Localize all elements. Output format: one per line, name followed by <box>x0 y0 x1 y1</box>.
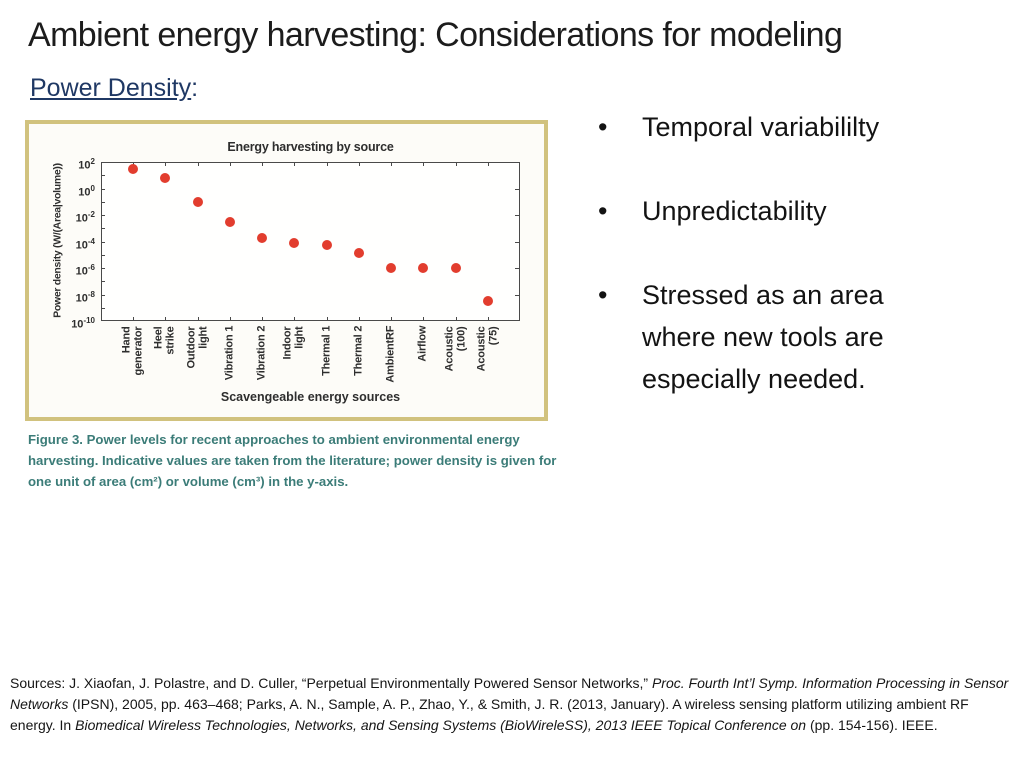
source-citation: (pp. 154-156). IEEE. <box>806 717 938 733</box>
y-axis-tick-label: 102 <box>78 157 95 172</box>
bullet-item: • Temporal variabililty <box>598 106 970 148</box>
y-axis-tick <box>101 228 105 230</box>
x-category-label: Thermal 1 <box>319 326 332 377</box>
figure-caption: Figure 3. Power levels for recent approa… <box>28 432 557 489</box>
data-point <box>386 263 397 273</box>
bullet-item: • Stressed as an area where new tools ar… <box>598 274 970 400</box>
data-point <box>482 296 493 307</box>
figure-canvas: Energy harvesting by source Power densit… <box>25 120 548 421</box>
x-axis-tick <box>391 317 393 321</box>
y-axis-tick <box>515 188 520 190</box>
x-axis-tick <box>197 317 199 321</box>
y-axis-tick <box>515 241 520 243</box>
y-axis-tick <box>101 254 105 256</box>
data-point <box>450 263 461 273</box>
x-category-label: Hand generator <box>120 326 145 375</box>
data-point <box>321 240 332 251</box>
y-axis-tick <box>101 201 105 203</box>
subtitle-colon: : <box>191 74 199 102</box>
x-axis-tick <box>229 162 231 166</box>
bullet-text: Stressed as an area where new tools are … <box>642 280 884 394</box>
y-axis-tick-label: 10-8 <box>75 289 95 305</box>
y-axis-tick <box>101 294 105 296</box>
x-axis-tick <box>262 162 264 166</box>
x-axis-tick <box>423 317 425 321</box>
bullet-icon: • <box>598 112 608 142</box>
source-citation: Sources: J. Xiaofan, J. Polastre, and D.… <box>10 675 652 691</box>
y-axis-tick <box>101 268 105 269</box>
x-category-label: Vibration 1 <box>223 326 236 381</box>
x-axis-tick <box>455 317 457 321</box>
data-point <box>257 232 268 243</box>
data-point <box>128 163 139 174</box>
plot-frame <box>101 162 520 321</box>
bullet-icon: • <box>598 280 608 310</box>
x-axis-tick <box>358 162 360 166</box>
y-axis-tick-label: 10-10 <box>71 316 95 331</box>
x-category-label: Airflow <box>416 326 429 362</box>
x-category-label: Acoustic (75) <box>475 326 499 371</box>
y-axis-tick <box>101 188 105 190</box>
y-axis-tick <box>101 281 105 283</box>
data-point <box>160 173 171 184</box>
x-axis-tick <box>229 317 231 321</box>
x-axis-tick <box>165 317 167 321</box>
source-citation-italic: Biomedical Wireless Technologies, Networ… <box>75 717 807 733</box>
x-axis-tick <box>294 317 296 321</box>
y-axis-tick <box>101 175 105 177</box>
sources-text: Sources: J. Xiaofan, J. Polastre, and D.… <box>10 673 1016 736</box>
y-axis-tick <box>515 294 520 296</box>
x-axis-tick <box>326 317 328 321</box>
y-axis-tick-label: 100 <box>78 183 95 199</box>
data-point <box>289 237 300 248</box>
source-citation: (IPSN), 2005, pp. 463–468; Parks, A. N.,… <box>10 696 969 733</box>
x-axis-tick <box>165 162 167 166</box>
x-axis-tick <box>391 162 393 166</box>
data-point <box>418 263 429 273</box>
x-category-label: Outdoor light <box>185 326 209 368</box>
x-axis-tick <box>487 317 489 321</box>
x-axis-tick <box>487 162 489 166</box>
x-category-label: Thermal 2 <box>352 326 365 377</box>
source-citation-italic: Proc. Fourth Int’l Symp. Information Pro… <box>10 675 1009 712</box>
x-axis-tick <box>197 162 199 166</box>
x-axis-label: Scavengeable energy sources <box>220 390 401 404</box>
bullet-text: Temporal variabililty <box>642 112 880 142</box>
y-axis-tick <box>515 215 520 216</box>
y-axis-tick <box>101 241 105 243</box>
data-point <box>192 196 203 207</box>
y-axis-tick <box>515 268 520 269</box>
slide-title: Ambient energy harvesting: Consideration… <box>28 16 843 54</box>
subtitle-text: Power Density <box>30 74 192 102</box>
x-axis-tick <box>455 162 457 166</box>
x-category-label: Acoustic (100) <box>443 326 467 371</box>
x-axis-tick <box>294 162 296 166</box>
subtitle-power-density: Power Density: <box>30 74 198 103</box>
y-axis-tick-label: 10-2 <box>75 210 95 225</box>
bullet-icon: • <box>598 196 608 226</box>
x-axis-tick <box>262 317 264 321</box>
y-axis-tick <box>101 215 105 216</box>
x-axis-tick <box>423 162 425 166</box>
x-category-label: AmbientRF <box>384 326 397 383</box>
y-axis-tick <box>101 307 105 309</box>
data-point <box>224 216 235 227</box>
x-category-label: Vibration 2 <box>255 326 268 381</box>
y-axis-tick-label: 10-6 <box>75 263 95 278</box>
data-point <box>353 248 364 259</box>
x-category-label: Indoor light <box>281 326 306 360</box>
x-axis-tick <box>326 162 328 166</box>
x-category-label: Heel strike <box>152 326 177 355</box>
bullet-item: • Unpredictability <box>598 190 970 232</box>
y-axis-tick-label: 10-4 <box>75 236 95 252</box>
chart-title: Energy harvesting by source <box>227 140 394 154</box>
bullet-text: Unpredictability <box>642 196 827 226</box>
bullet-list: • Temporal variabililty • Unpredictabili… <box>598 106 970 442</box>
x-axis-tick <box>358 317 360 321</box>
x-axis-tick <box>133 317 135 321</box>
